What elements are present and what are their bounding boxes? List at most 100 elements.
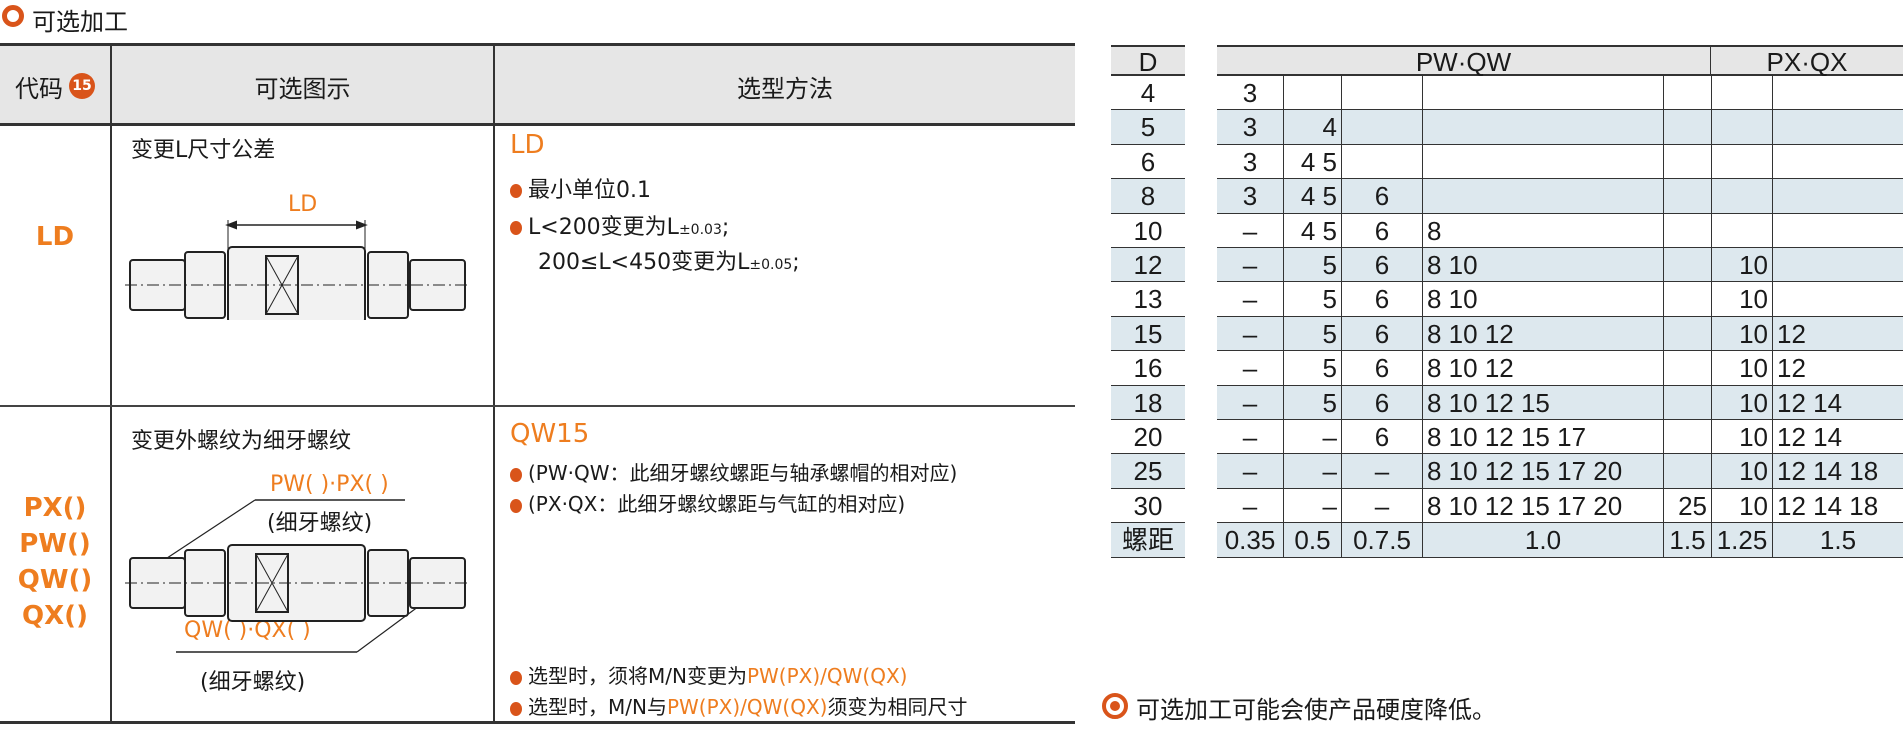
pitch-cell xyxy=(1663,144,1711,180)
bullet-text: (PX·QX：此细牙螺纹螺距与气缸的相对应) xyxy=(528,492,906,516)
header-px-qx: PX·QX xyxy=(1711,45,1903,77)
pitch-cell: – xyxy=(1217,214,1283,248)
note-highlight: PW(PX)/QW(QX) xyxy=(746,664,908,688)
pitch-cell: 5 xyxy=(1283,282,1341,317)
d-cell: 25 xyxy=(1111,454,1185,489)
pitch-cell xyxy=(1663,385,1711,420)
shaft-drawing-ld xyxy=(125,220,470,320)
bullet-icon xyxy=(510,221,522,235)
pitch-cell: 6 xyxy=(1341,282,1422,317)
pitch-cell: 8 10 12 15 17 20 xyxy=(1422,488,1663,524)
pitch-cell xyxy=(1663,454,1711,489)
pitch-cell xyxy=(1711,144,1772,180)
bullet-text: 最小单位0.1 xyxy=(528,178,651,203)
pitch-cell: 10 xyxy=(1711,420,1772,455)
pitch-cell: 8 10 12 15 17 20 xyxy=(1422,454,1663,489)
pitch-cell: 8 10 xyxy=(1422,248,1663,283)
pitch-cell: 1.0 xyxy=(1422,523,1663,558)
pitch-cell xyxy=(1711,213,1772,248)
pitch-cell: – xyxy=(1217,385,1283,420)
pitch-cell xyxy=(1772,282,1903,317)
pitch-cell xyxy=(1772,144,1903,180)
pitch-cell xyxy=(1663,76,1711,111)
header-code-label: 代码 xyxy=(15,74,63,103)
pitch-cell xyxy=(1422,179,1663,214)
tol-sub: ±0.03 xyxy=(678,222,722,238)
pitch-cell: 12 xyxy=(1772,351,1903,386)
method-title-ld: LD xyxy=(510,130,545,160)
pitch-cell: 0.5 xyxy=(1283,523,1341,558)
tol-post: ; xyxy=(792,250,800,275)
pitch-cell xyxy=(1341,76,1422,111)
pitch-cell: – xyxy=(1217,351,1283,386)
pitch-cell: 4 xyxy=(1283,110,1341,145)
note-2: 选型时，M/N与PW(PX)/QW(QX)须变为相同尺寸 xyxy=(510,691,967,720)
pitch-cell: – xyxy=(1341,454,1422,489)
pitch-cell: 25 xyxy=(1663,488,1711,524)
pitch-cell: – xyxy=(1217,282,1283,317)
bullet-pw-qw: (PW·QW：此细牙螺纹螺距与轴承螺帽的相对应) xyxy=(510,457,957,486)
pitch-cell: 10 xyxy=(1711,488,1772,524)
pitch-cell xyxy=(1663,179,1711,214)
pitch-cell: – xyxy=(1283,488,1341,524)
pitch-cell: 6 xyxy=(1341,248,1422,283)
badge-15: 15 xyxy=(69,73,95,99)
pitch-cell xyxy=(1663,248,1711,283)
pitch-cell: 12 14 xyxy=(1772,385,1903,420)
d-cell: 螺距 xyxy=(1111,523,1185,558)
code-pw: PW() xyxy=(19,529,91,559)
code-qw: QW() xyxy=(17,565,93,595)
bullet-icon xyxy=(510,184,522,198)
pitch-cell: 12 14 xyxy=(1772,420,1903,455)
note-text: 须变为相同尺寸 xyxy=(827,695,968,719)
tol-sub: ±0.05 xyxy=(749,257,793,273)
pitch-cell: 1.5 xyxy=(1772,523,1903,558)
pitch-cell xyxy=(1663,110,1711,145)
header-method: 选型方法 xyxy=(737,74,833,103)
pitch-cell xyxy=(1663,420,1711,455)
pitch-cell: 10 xyxy=(1711,282,1772,317)
pitch-cell: 8 10 12 15 17 xyxy=(1422,420,1663,455)
d-cell: 30 xyxy=(1111,489,1185,524)
section-title: 可选加工 xyxy=(32,8,128,36)
figure-title-thread: 变更外螺纹为细牙螺纹 xyxy=(131,429,352,454)
shaft-drawing-thread xyxy=(125,499,470,653)
pitch-cell xyxy=(1663,316,1711,352)
pitch-cell xyxy=(1772,110,1903,145)
pitch-cell: 5 xyxy=(1283,385,1341,420)
method-title-qw15: QW15 xyxy=(510,419,590,449)
bullet-icon xyxy=(510,467,522,482)
note-text: 选型时，M/N与 xyxy=(528,695,667,719)
pitch-cell: 4 5 xyxy=(1283,213,1341,248)
tol-text: L<200变更为L xyxy=(528,215,679,240)
code-qx: QX() xyxy=(22,601,88,631)
bullet-icon xyxy=(510,498,522,513)
pitch-cell: 12 14 18 xyxy=(1772,454,1903,489)
bullet-text: (PW·QW：此细牙螺纹螺距与轴承螺帽的相对应) xyxy=(528,461,958,485)
footnote: 可选加工可能会使产品硬度降低。 xyxy=(1136,696,1496,724)
d-cell: 8 xyxy=(1111,179,1185,214)
pitch-cell xyxy=(1772,213,1903,248)
pitch-cell xyxy=(1772,248,1903,283)
bullet-tolerance: L<200变更为L±0.03; xyxy=(510,209,729,241)
pitch-cell: 6 xyxy=(1341,420,1422,455)
divider xyxy=(493,46,495,721)
pitch-cell xyxy=(1711,110,1772,145)
pitch-cell xyxy=(1663,213,1711,248)
pitch-cell: – xyxy=(1217,489,1283,524)
pitch-cell xyxy=(1422,144,1663,180)
label-pw-px: PW( )·PX( ) xyxy=(270,472,389,497)
pitch-cell: 4 5 xyxy=(1283,179,1341,214)
note-highlight: PW(PX)/QW(QX) xyxy=(666,695,828,719)
header-d: D xyxy=(1111,45,1185,77)
d-cell: 10 xyxy=(1111,214,1185,248)
pitch-cell xyxy=(1663,282,1711,317)
pitch-cell xyxy=(1422,110,1663,145)
d-cell: 18 xyxy=(1111,385,1185,420)
pitch-cell: 6 xyxy=(1341,316,1422,352)
pitch-cell: 0.35 xyxy=(1217,523,1283,558)
codes-thread: PX() PW() QW() QX() xyxy=(0,490,110,634)
pitch-cell: 3 xyxy=(1217,76,1283,111)
d-cell: 5 xyxy=(1111,110,1185,145)
